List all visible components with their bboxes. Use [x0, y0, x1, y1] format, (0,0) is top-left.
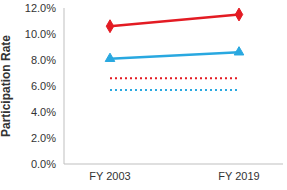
svg-text:Participation Rate: Participation Rate — [8, 35, 13, 137]
svg-text:12.0%: 12.0% — [25, 2, 56, 14]
svg-text:FY 2003: FY 2003 — [89, 170, 130, 182]
svg-text:6.0%: 6.0% — [31, 80, 56, 92]
svg-text:2.0%: 2.0% — [31, 132, 56, 144]
svg-text:10.0%: 10.0% — [25, 28, 56, 40]
svg-text:0.0%: 0.0% — [31, 158, 56, 170]
svg-text:8.0%: 8.0% — [31, 54, 56, 66]
svg-text:4.0%: 4.0% — [31, 106, 56, 118]
svg-text:FY 2019: FY 2019 — [218, 170, 259, 182]
